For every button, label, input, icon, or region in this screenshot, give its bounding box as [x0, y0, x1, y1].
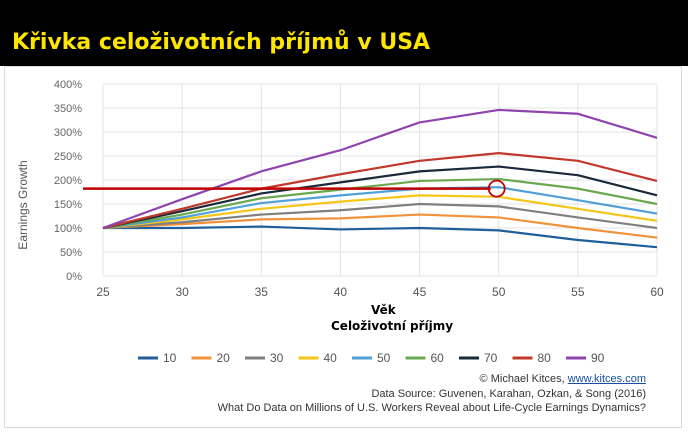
- credit-link[interactable]: www.kitces.com: [567, 373, 646, 385]
- x-tick-label: 35: [255, 285, 269, 299]
- x-tick-label: 55: [571, 285, 585, 299]
- source-line: Data Source: Guvenen, Karahan, Ozkan, & …: [371, 388, 646, 400]
- y-tick-label: 350%: [54, 103, 82, 115]
- y-tick-label: 200%: [54, 175, 82, 187]
- series-line-60: [102, 177, 658, 230]
- credit-line: © Michael Kitces, www.kitces.com: [480, 373, 646, 385]
- x-tick-label: 30: [175, 285, 189, 299]
- highlight-circle: [487, 179, 506, 198]
- series-line-30: [102, 202, 658, 230]
- chart-frame: [4, 66, 682, 428]
- series-line-40: [102, 194, 658, 230]
- legend-label-60: 60: [431, 351, 445, 365]
- x-tick-label: 40: [334, 285, 348, 299]
- y-tick-label: 50%: [60, 247, 82, 259]
- y-tick-label: 250%: [54, 151, 82, 163]
- title-bar: Křivka celoživotních příjmů v USA: [0, 0, 688, 66]
- legend-label-50: 50: [377, 351, 391, 365]
- series-line-50: [102, 186, 658, 230]
- x-tick-label: 25: [96, 285, 110, 299]
- series-line-70: [102, 165, 658, 230]
- x-tick-label: 45: [413, 285, 427, 299]
- x-annotation: Věk: [371, 303, 396, 317]
- legend-label-30: 30: [270, 351, 284, 365]
- x-tick-label: 60: [650, 285, 664, 299]
- legend-label-40: 40: [324, 351, 338, 365]
- y-axis-label: Earnings Growth: [16, 160, 30, 249]
- legend-label-80: 80: [538, 351, 552, 365]
- credit-author: © Michael Kitces,: [479, 373, 565, 385]
- legend-label-10: 10: [163, 351, 177, 365]
- series-line-80: [102, 152, 658, 230]
- paper-line: What Do Data on Millions of U.S. Workers…: [217, 402, 646, 414]
- series-line-90: [102, 108, 658, 230]
- page-title: Křivka celoživotních příjmů v USA: [12, 30, 431, 55]
- x-annotation-sub: Celoživotní příjmy: [331, 319, 454, 333]
- series-line-10: [103, 225, 658, 249]
- y-tick-label: 400%: [54, 79, 82, 91]
- y-tick-label: 100%: [54, 223, 82, 235]
- legend-label-70: 70: [484, 351, 498, 365]
- legend-label-90: 90: [591, 351, 605, 365]
- x-tick-label: 50: [492, 285, 506, 299]
- y-tick-label: 0%: [66, 271, 82, 283]
- series-line-20: [102, 213, 658, 239]
- y-tick-label: 150%: [54, 199, 82, 211]
- y-tick-label: 300%: [54, 127, 82, 139]
- legend-label-20: 20: [217, 351, 231, 365]
